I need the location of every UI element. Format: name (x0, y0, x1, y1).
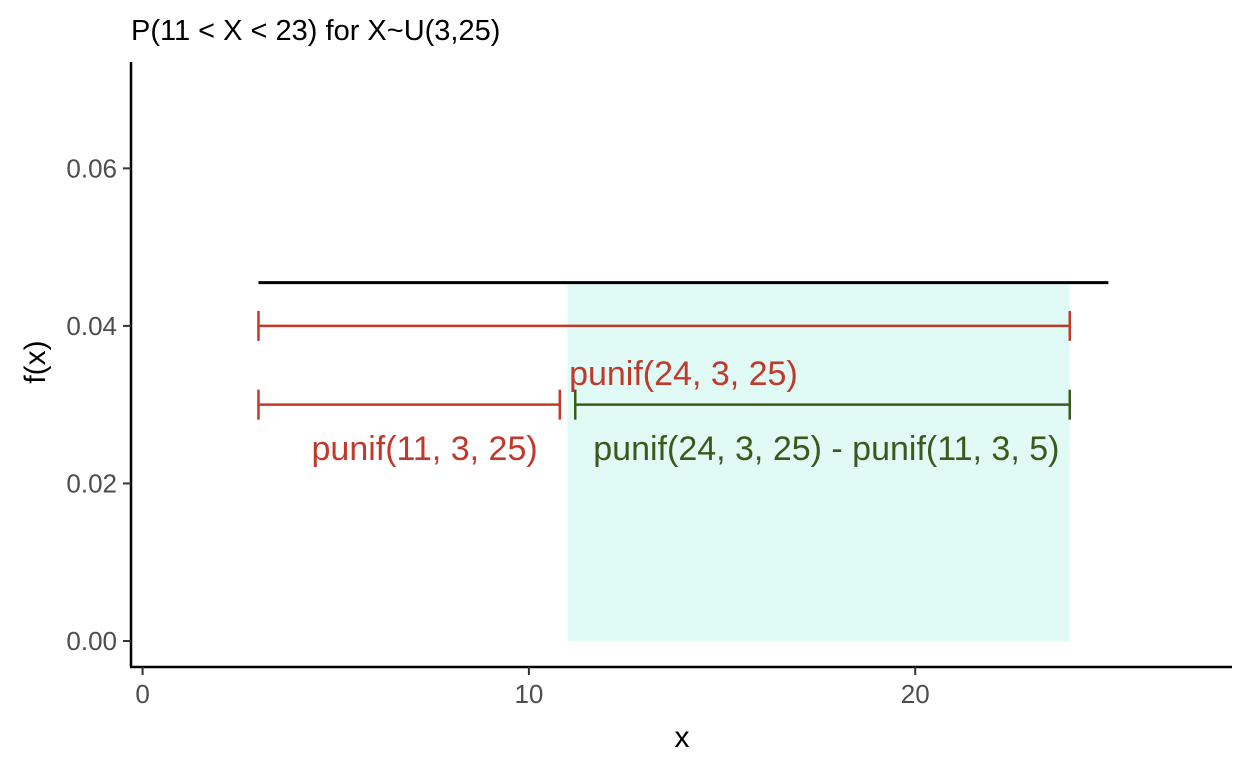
shaded-region (567, 282, 1070, 642)
label-punif-24: punif(24, 3, 25) (569, 355, 798, 393)
y-tick-label: 0.04 (66, 311, 117, 341)
x-tick-label: 10 (514, 679, 543, 709)
label-punif-diff: punif(24, 3, 25) - punif(11, 3, 5) (593, 430, 1059, 468)
x-tick-label: 0 (135, 679, 149, 709)
y-axis-title: f(x) (19, 340, 52, 383)
y-tick-label: 0.02 (66, 468, 117, 498)
y-tick-label: 0.00 (66, 626, 117, 656)
interval-punif-11 (257, 389, 562, 420)
label-punif-11: punif(11, 3, 25) (312, 430, 538, 468)
x-axis-title: x (675, 721, 690, 754)
plot-area: punif(24, 3, 25) punif(11, 3, 25) punif(24… (257, 281, 1109, 642)
axis-ticks: 0 10 20 0.00 0.02 0.04 0.06 (66, 153, 929, 709)
interval-punif-24 (257, 310, 1071, 341)
chart-title: P(11 < X < 23) for X~U(3,25) (131, 15, 500, 47)
y-tick-label: 0.06 (66, 153, 117, 183)
x-tick-label: 20 (901, 679, 930, 709)
interval-punif-diff (574, 389, 1071, 420)
